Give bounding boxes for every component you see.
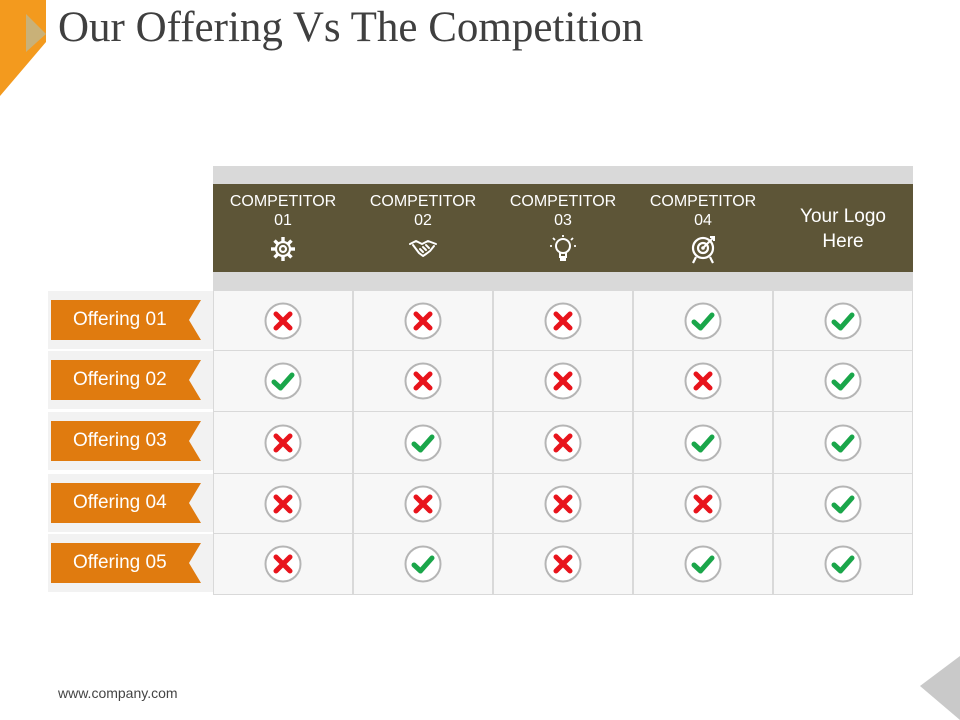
check-icon xyxy=(684,302,722,339)
table-cell xyxy=(213,350,353,412)
check-icon xyxy=(824,424,862,461)
table-cell xyxy=(353,533,493,595)
column-header-4: COMPETITOR 04 xyxy=(633,166,773,290)
offering-tag: Offering 01 xyxy=(51,300,201,340)
offering-label: Offering 05 xyxy=(73,552,167,573)
offering-tag: Offering 04 xyxy=(51,483,201,523)
offering-tag: Offering 03 xyxy=(51,421,201,461)
check-icon xyxy=(684,545,722,583)
table-cell xyxy=(773,290,913,351)
column-header-label: COMPETITOR 01 xyxy=(229,193,337,229)
table-cell xyxy=(353,290,493,351)
table-cell xyxy=(633,473,773,534)
offering-label: Offering 01 xyxy=(73,309,167,330)
check-icon xyxy=(824,485,862,522)
table-cell xyxy=(773,411,913,474)
table-cell xyxy=(493,533,633,595)
table-cell xyxy=(493,473,633,534)
corner-accent-top-left xyxy=(0,0,46,96)
cross-icon xyxy=(404,485,442,522)
table-cell xyxy=(353,473,493,534)
check-icon xyxy=(824,302,862,339)
table-cell xyxy=(213,411,353,474)
check-icon xyxy=(824,362,862,400)
column-header-label: COMPETITOR 03 xyxy=(509,193,617,229)
check-icon xyxy=(684,424,722,461)
check-icon xyxy=(264,362,302,400)
slide-title: Our Offering Vs The Competition xyxy=(58,4,644,51)
column-header-2: COMPETITOR 02 xyxy=(353,166,493,290)
table-cell xyxy=(773,350,913,412)
cross-icon xyxy=(544,424,582,461)
table-cell xyxy=(213,533,353,595)
table-cell xyxy=(353,411,493,474)
table-cell xyxy=(493,411,633,474)
cross-icon xyxy=(544,302,582,339)
check-icon xyxy=(404,545,442,583)
table-cell xyxy=(493,350,633,412)
column-header-5: Your Logo Here xyxy=(773,166,913,290)
cross-icon xyxy=(264,424,302,461)
cross-icon xyxy=(684,485,722,522)
table-cell xyxy=(773,533,913,595)
cross-icon xyxy=(544,362,582,400)
table-cell xyxy=(353,350,493,412)
column-header-3: COMPETITOR 03 xyxy=(493,166,633,290)
column-header-label: COMPETITOR 04 xyxy=(649,193,757,229)
table-cell xyxy=(773,473,913,534)
offering-label: Offering 04 xyxy=(73,492,167,513)
cross-icon xyxy=(404,362,442,400)
check-icon xyxy=(404,424,442,461)
handshake-icon xyxy=(409,240,437,257)
table-cell xyxy=(213,290,353,351)
cross-icon xyxy=(264,302,302,339)
offering-label: Offering 03 xyxy=(73,430,167,451)
cross-icon xyxy=(404,302,442,339)
table-cell xyxy=(493,290,633,351)
offering-tag: Offering 02 xyxy=(51,360,201,400)
lightbulb-icon xyxy=(550,235,576,261)
cross-icon xyxy=(544,485,582,522)
table-cell xyxy=(633,411,773,474)
table-cell xyxy=(633,350,773,412)
check-icon xyxy=(824,545,862,583)
column-header-label: COMPETITOR 02 xyxy=(369,193,477,229)
table-cell xyxy=(213,473,353,534)
cross-icon xyxy=(264,485,302,522)
table-cell xyxy=(633,533,773,595)
table-cell xyxy=(633,290,773,351)
cross-icon xyxy=(544,545,582,583)
cross-icon xyxy=(264,545,302,583)
footer-url: www.company.com xyxy=(58,685,178,701)
corner-accent-bottom-right xyxy=(920,656,960,720)
column-header-label: Your Logo Here xyxy=(800,206,886,252)
target-icon xyxy=(691,236,715,264)
offering-tag: Offering 05 xyxy=(51,543,201,583)
gear-icon xyxy=(271,237,295,261)
column-header-1: COMPETITOR 01 xyxy=(213,166,353,290)
offering-label: Offering 02 xyxy=(73,369,167,390)
cross-icon xyxy=(684,362,722,400)
